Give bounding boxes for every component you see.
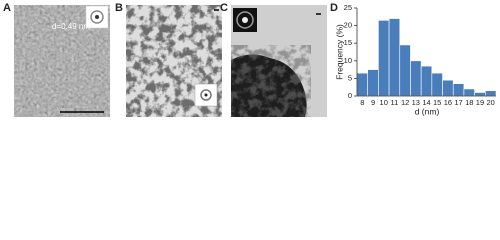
x-tick-label: 16	[444, 98, 452, 107]
bar	[388, 18, 401, 97]
bar	[356, 72, 368, 97]
micrograph-texture	[231, 45, 311, 117]
bar	[442, 79, 454, 97]
bar	[474, 92, 486, 97]
panel-label: A	[3, 2, 11, 14]
x-tick-label: 18	[465, 98, 473, 107]
x-tick-label: 17	[454, 98, 462, 107]
y-tick-label: 5	[348, 73, 352, 82]
bar	[399, 44, 411, 97]
x-tick-label: 11	[391, 98, 399, 107]
x-tick-label: 12	[401, 98, 409, 107]
x-axis-label: d (nm)	[415, 106, 440, 116]
y-tick-label: 25	[344, 3, 352, 12]
x-tick-label: 8	[360, 98, 364, 107]
y-tick-label: 0	[348, 91, 352, 100]
y-tick-label: 10	[344, 56, 352, 65]
x-tick-label: 9	[371, 98, 375, 107]
bar	[463, 88, 475, 97]
y-tick-label: 20	[344, 21, 352, 30]
annotation: d=0.49 nm	[52, 22, 90, 31]
x-tick-label: 13	[412, 98, 420, 107]
x-tick-label: 10	[380, 98, 388, 107]
figure: A d=0.49 nm B C D Frequency (%) d (nm) 0…	[3, 2, 497, 117]
y-tick-label: 15	[344, 38, 352, 47]
inset-ring	[200, 89, 212, 101]
inset-spot	[95, 15, 99, 19]
y-axis-label: Frequency (%)	[334, 24, 344, 80]
panel-label: B	[115, 2, 123, 14]
x-tick-label: 15	[433, 98, 441, 107]
bar	[367, 69, 379, 97]
bar	[485, 90, 497, 97]
inset-ring	[90, 10, 104, 24]
inset-spot	[204, 93, 208, 97]
bar	[452, 83, 465, 97]
x-tick-label: 19	[476, 98, 484, 107]
panel-label: D	[330, 2, 338, 14]
bar	[410, 60, 422, 97]
bar	[431, 72, 443, 97]
inset-ring	[236, 11, 254, 29]
bar	[378, 20, 390, 97]
panel-label: C	[220, 2, 228, 14]
bar	[420, 65, 433, 97]
x-tick-label: 20	[486, 98, 494, 107]
inset-spot	[242, 17, 248, 23]
x-tick-label: 14	[422, 98, 430, 107]
